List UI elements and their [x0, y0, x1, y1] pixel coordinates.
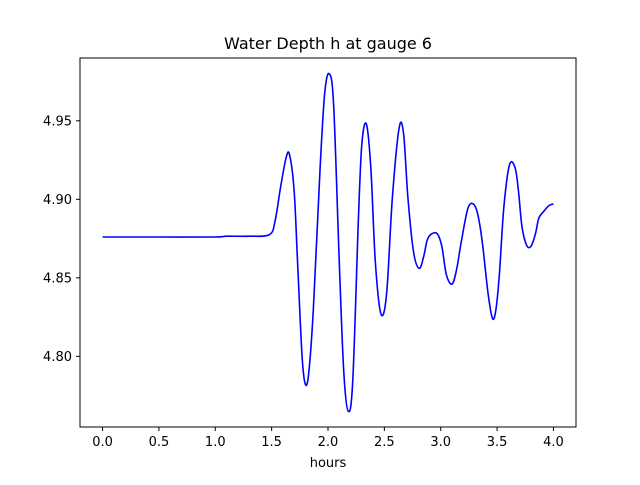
chart-title: Water Depth h at gauge 6: [224, 34, 432, 53]
x-tick-label: 1.5: [261, 435, 282, 450]
x-tick-label: 2.0: [318, 435, 339, 450]
axes-frame: [79, 57, 577, 428]
plot-layer: [102, 72, 554, 413]
x-tick-label: 2.5: [374, 435, 395, 450]
series-line-0: [102, 72, 554, 413]
ticks-layer: 0.0 0.5 1.0 1.5 2.0 2.5 3.0 3.5 4.0 4.80 4.85 4.90 4…: [43, 114, 564, 450]
x-tick-label: 0.0: [92, 435, 113, 450]
y-tick-label: 4.80: [43, 350, 72, 365]
x-tick-label: 3.0: [430, 435, 451, 450]
y-tick-label: 4.90: [43, 193, 72, 208]
x-axis-label: hours: [310, 456, 347, 471]
x-tick-label: 4.0: [543, 435, 564, 450]
x-tick-label: 1.0: [205, 435, 226, 450]
x-tick-label: 3.5: [487, 435, 508, 450]
y-tick-label: 4.95: [43, 114, 72, 129]
y-tick-label: 4.85: [43, 271, 72, 286]
x-tick-label: 0.5: [149, 435, 170, 450]
